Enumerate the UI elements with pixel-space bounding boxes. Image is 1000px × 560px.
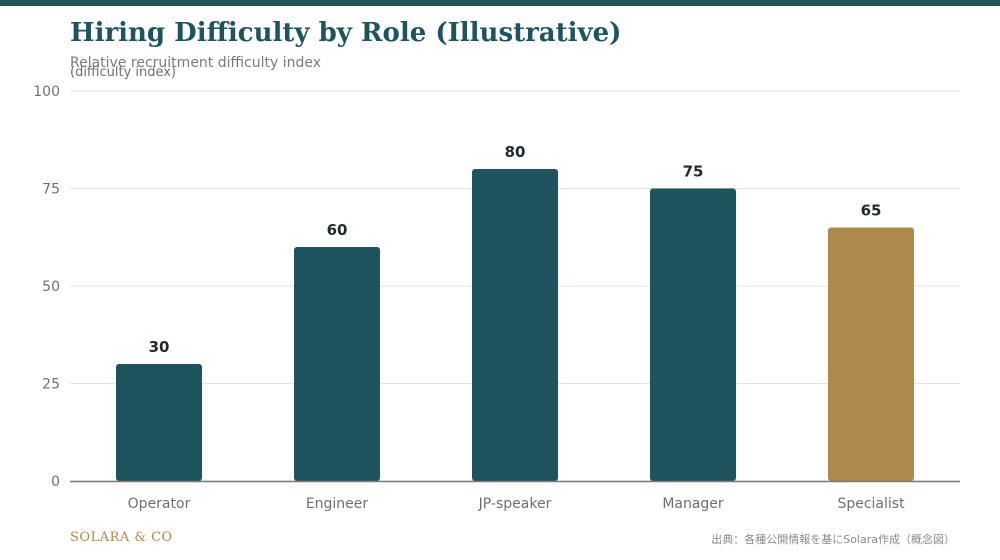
top-accent-bar bbox=[0, 0, 1000, 6]
y-tick-label: 100 bbox=[33, 84, 60, 100]
bar-jp-speaker bbox=[472, 169, 558, 481]
bars bbox=[116, 169, 914, 481]
value-label: 60 bbox=[327, 221, 348, 239]
bar-engineer bbox=[294, 247, 380, 481]
bar-manager bbox=[650, 188, 736, 481]
bar-operator bbox=[116, 364, 202, 481]
bar-specialist bbox=[828, 227, 914, 481]
chart-title: Hiring Difficulty by Role (Illustrative) bbox=[70, 18, 622, 48]
x-tick-label: JP-speaker bbox=[478, 496, 552, 512]
value-label: 65 bbox=[861, 202, 882, 220]
y-tick-label: 50 bbox=[42, 279, 60, 295]
y-tick-label: 0 bbox=[51, 474, 60, 490]
value-label: 30 bbox=[149, 338, 170, 356]
chart-subtitle: Relative recruitment difficulty index bbox=[70, 55, 322, 71]
value-labels: 30 60 80 75 65 bbox=[149, 143, 882, 356]
y-tick-label: 25 bbox=[42, 377, 60, 393]
x-tick-labels: Operator Engineer JP-speaker Manager Special… bbox=[128, 496, 905, 512]
x-tick-label: Manager bbox=[662, 496, 724, 512]
x-tick-label: Operator bbox=[128, 496, 191, 512]
value-label: 80 bbox=[505, 143, 526, 161]
source-note: 出典：各種公開情報を基にSolara作成（概念図） bbox=[711, 533, 955, 546]
x-tick-label: Specialist bbox=[837, 496, 905, 512]
y-tick-label: 75 bbox=[42, 182, 60, 198]
y-tick-labels: 0 25 50 75 100 bbox=[33, 84, 60, 490]
x-tick-label: Engineer bbox=[306, 496, 369, 512]
y-axis-label: (difficulty index) bbox=[70, 65, 176, 80]
value-label: 75 bbox=[683, 163, 704, 181]
brand-logo: SOLARA & CO bbox=[70, 530, 173, 545]
